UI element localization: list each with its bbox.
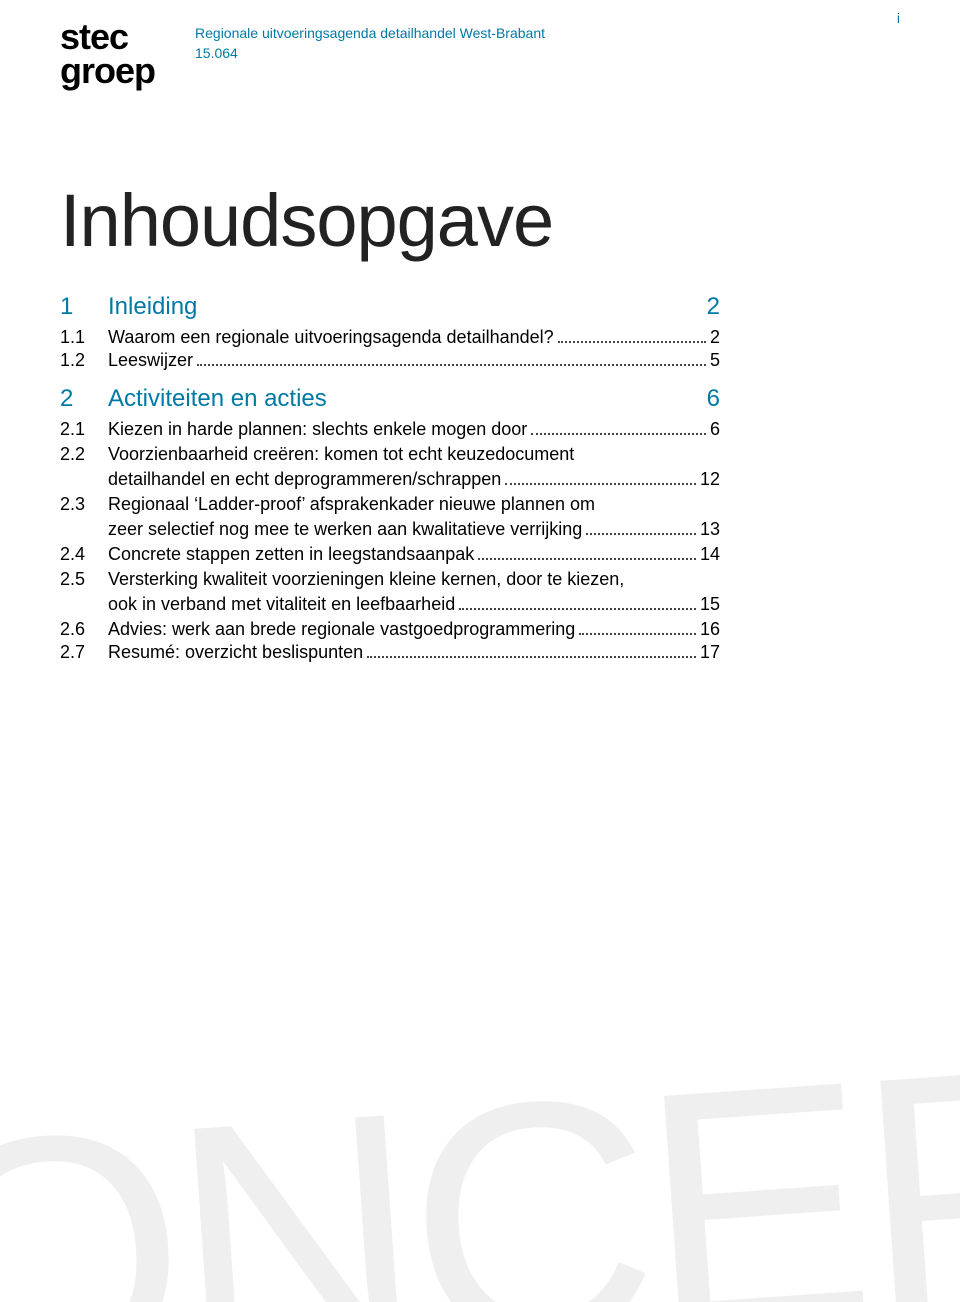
toc-leader-dots xyxy=(478,558,696,560)
toc-leader-dots xyxy=(367,656,696,658)
toc-item-title-line: Versterking kwaliteit voorzieningen klei… xyxy=(108,569,624,590)
toc-section-page: 6 xyxy=(707,385,720,413)
toc-item-page: 13 xyxy=(700,519,720,540)
header: stec groep Regionale uitvoeringsagenda d… xyxy=(60,20,820,88)
toc-item-title-line: detailhandel en echt deprogrammeren/schr… xyxy=(108,469,501,490)
toc-item-title: Advies: werk aan brede regionale vastgoe… xyxy=(108,619,575,640)
toc-item-number: 2.6 xyxy=(60,619,108,640)
toc-section-number: 2 xyxy=(60,385,108,413)
toc-item: 1.2Leeswijzer 5 xyxy=(60,350,720,371)
toc-item-number: 2.5 xyxy=(60,569,108,590)
toc-item-title-line: Regionaal ‘Ladder-proof’ afsprakenkader … xyxy=(108,494,595,515)
toc-item-page: 14 xyxy=(700,544,720,565)
page-number-marker: i xyxy=(897,10,900,26)
toc-item: 2.3Regionaal ‘Ladder-proof’ afsprakenkad… xyxy=(60,492,720,542)
toc-item-title-line: Voorzienbaarheid creëren: komen tot echt… xyxy=(108,444,574,465)
doc-title: Regionale uitvoeringsagenda detailhandel… xyxy=(195,24,545,44)
logo-line-1: stec xyxy=(60,20,155,54)
toc-item-title-line: zeer selectief nog mee te werken aan kwa… xyxy=(108,519,582,540)
toc-item-title-line: ook in verband met vitaliteit en leefbaa… xyxy=(108,594,455,615)
doc-code: 15.064 xyxy=(195,44,545,64)
logo: stec groep xyxy=(60,20,155,88)
toc-section-page: 2 xyxy=(707,293,720,321)
toc-section-title: Activiteiten en acties xyxy=(108,385,327,413)
toc-leader-dots xyxy=(558,341,706,343)
toc-item: 2.4Concrete stappen zetten in leegstands… xyxy=(60,544,720,565)
page-title: Inhoudsopgave xyxy=(60,178,820,263)
toc-item-title: Waarom een regionale uitvoeringsagenda d… xyxy=(108,327,554,348)
toc-item-number: 2.1 xyxy=(60,419,108,440)
toc-item-title: Concrete stappen zetten in leegstandsaan… xyxy=(108,544,474,565)
toc-item: 2.7Resumé: overzicht beslispunten 17 xyxy=(60,642,720,663)
toc-item-number: 1.1 xyxy=(60,327,108,348)
watermark-text: CONCEPT xyxy=(0,976,960,1302)
toc-item-title: Resumé: overzicht beslispunten xyxy=(108,642,363,663)
toc-item-title: Leeswijzer xyxy=(108,350,193,371)
toc-spacer xyxy=(331,405,703,406)
toc-section: 2Activiteiten en acties 6 xyxy=(60,385,720,413)
toc-item: 1.1Waarom een regionale uitvoeringsagend… xyxy=(60,327,720,348)
toc-section-number: 1 xyxy=(60,293,108,321)
toc-item-page: 16 xyxy=(700,619,720,640)
toc-item-page: 15 xyxy=(700,594,720,615)
toc-section: 1Inleiding 2 xyxy=(60,293,720,321)
toc-item-number: 2.3 xyxy=(60,494,108,515)
toc-leader-dots xyxy=(579,633,696,635)
toc-leader-dots xyxy=(505,483,696,485)
toc-item-title: Kiezen in harde plannen: slechts enkele … xyxy=(108,419,527,440)
header-meta: Regionale uitvoeringsagenda detailhandel… xyxy=(195,20,545,63)
logo-line-2: groep xyxy=(60,54,155,88)
toc-leader-dots xyxy=(197,364,706,366)
toc-item: 2.6Advies: werk aan brede regionale vast… xyxy=(60,619,720,640)
toc-item-page: 12 xyxy=(700,469,720,490)
toc-item-number: 2.7 xyxy=(60,642,108,663)
toc-spacer xyxy=(201,313,702,314)
toc-item-number: 2.2 xyxy=(60,444,108,465)
toc-item-page: 6 xyxy=(710,419,720,440)
page-container: i stec groep Regionale uitvoeringsagenda… xyxy=(0,0,960,705)
toc-section-title: Inleiding xyxy=(108,293,197,321)
toc-item: 2.5Versterking kwaliteit voorzieningen k… xyxy=(60,567,720,617)
toc-item: 2.2Voorzienbaarheid creëren: komen tot e… xyxy=(60,442,720,492)
toc-item-number: 2.4 xyxy=(60,544,108,565)
toc-item-page: 5 xyxy=(710,350,720,371)
toc-item-page: 2 xyxy=(710,327,720,348)
toc-leader-dots xyxy=(459,608,696,610)
toc-leader-dots xyxy=(586,533,696,535)
toc-leader-dots xyxy=(531,433,706,435)
toc-item-page: 17 xyxy=(700,642,720,663)
toc-item-number: 1.2 xyxy=(60,350,108,371)
toc-item: 2.1Kiezen in harde plannen: slechts enke… xyxy=(60,419,720,440)
table-of-contents: 1Inleiding21.1Waarom een regionale uitvo… xyxy=(60,293,720,663)
